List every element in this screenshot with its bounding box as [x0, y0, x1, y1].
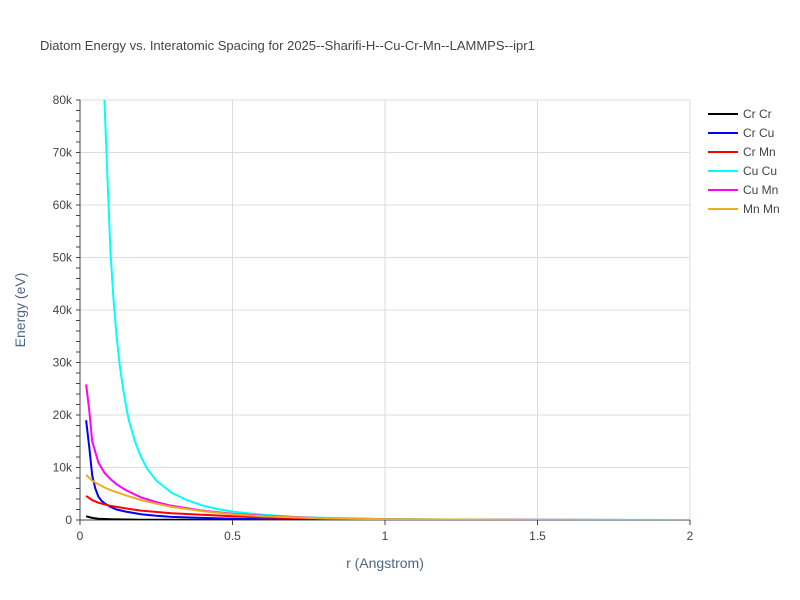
- y-axis-ticks: 0 10k 20k 30k 40k 50k 60k 70k 80k: [53, 93, 73, 527]
- legend-label-cr-cr: Cr Cr: [743, 107, 772, 121]
- x-axis-ticks: 0 0.5 1 1.5 2: [77, 520, 694, 543]
- y-tick-label: 70k: [53, 146, 73, 160]
- y-tick-label: 60k: [53, 198, 73, 212]
- y-tick-label: 20k: [53, 408, 73, 422]
- series-line-mn-mn: [85, 474, 690, 520]
- y-tick-label: 10k: [53, 461, 73, 475]
- x-tick-label: 1: [382, 529, 389, 543]
- legend-label-cu-mn: Cu Mn: [743, 183, 778, 197]
- y-tick-label: 50k: [53, 251, 73, 265]
- grid: [76, 99, 691, 521]
- chart-title: Diatom Energy vs. Interatomic Spacing fo…: [40, 38, 535, 53]
- x-tick-label: 1.5: [529, 529, 546, 543]
- y-axis-title: Energy (eV): [12, 273, 28, 348]
- legend-label-cr-cu: Cr Cu: [743, 126, 774, 140]
- series-line-cr-cu: [85, 420, 690, 520]
- y-tick-label: 30k: [53, 356, 73, 370]
- x-tick-label: 0: [77, 529, 84, 543]
- legend-label-cr-mn: Cr Mn: [743, 145, 776, 159]
- series-layer: [85, 100, 690, 520]
- x-axis-title: r (Angstrom): [346, 555, 424, 571]
- x-tick-label: 2: [687, 529, 694, 543]
- legend-label-mn-mn: Mn Mn: [743, 202, 780, 216]
- y-tick-label: 40k: [53, 303, 73, 317]
- x-tick-label: 0.5: [224, 529, 241, 543]
- y-tick-label: 0: [65, 513, 72, 527]
- legend-label-cu-cu: Cu Cu: [743, 164, 777, 178]
- y-tick-label: 80k: [53, 93, 73, 107]
- legend: Cr Cr Cr Cu Cr Mn Cu Cu Cu Mn Mn Mn: [708, 107, 780, 216]
